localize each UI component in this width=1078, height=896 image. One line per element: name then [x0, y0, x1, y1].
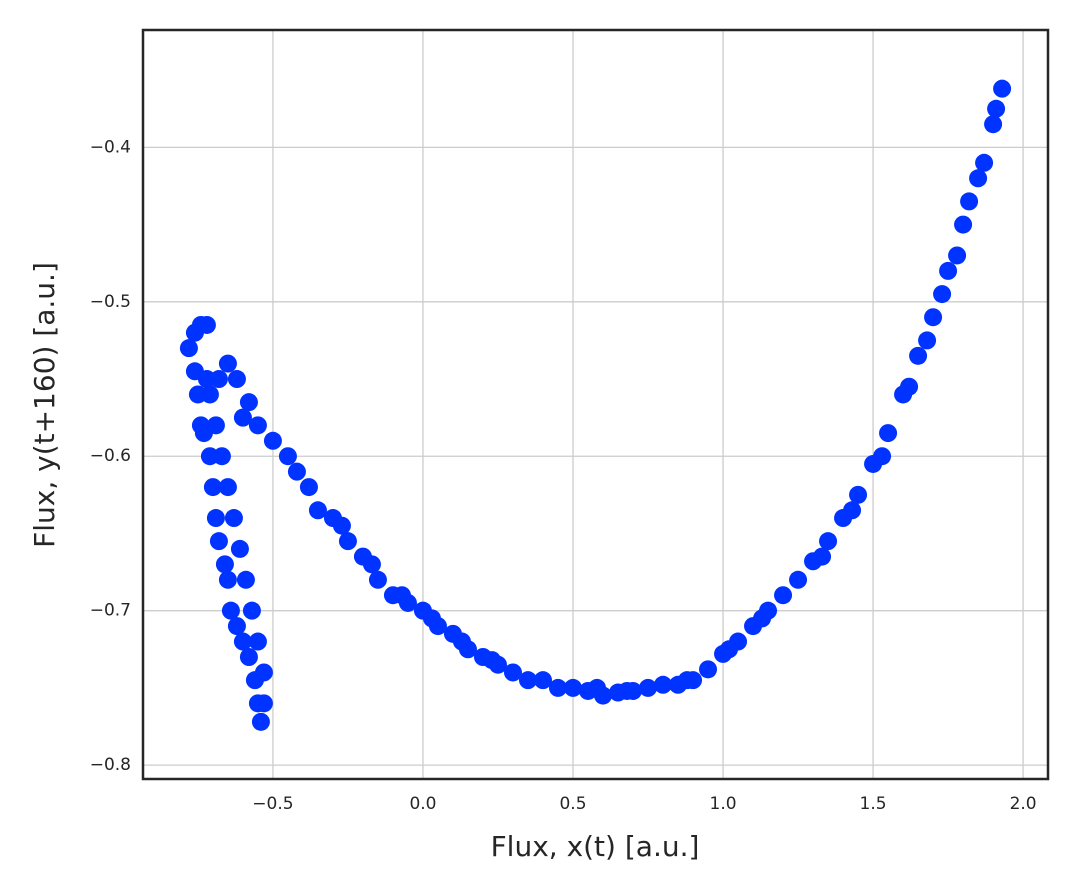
point [699, 660, 718, 679]
point [819, 532, 838, 551]
y-tick-label: −0.7 [90, 601, 131, 621]
point [639, 678, 658, 697]
point [759, 601, 778, 620]
point [398, 593, 417, 612]
point [975, 153, 994, 172]
y-tick-label: −0.4 [90, 137, 131, 157]
point [984, 115, 1003, 134]
point [849, 485, 868, 504]
point [873, 447, 892, 466]
point [503, 663, 522, 682]
point [209, 532, 228, 551]
point [227, 370, 246, 389]
x-tick-label: −0.5 [252, 794, 293, 814]
point [488, 655, 507, 674]
point [179, 339, 198, 358]
x-tick-label: 1.0 [710, 794, 737, 814]
point [518, 671, 537, 690]
point [533, 671, 552, 690]
point [194, 424, 213, 443]
point [548, 678, 567, 697]
x-tick-label: 0.5 [559, 794, 586, 814]
point [218, 354, 237, 373]
point [215, 555, 234, 574]
y-tick-label: −0.6 [90, 446, 131, 466]
point [212, 447, 231, 466]
point [924, 308, 943, 327]
point [230, 539, 249, 558]
point [254, 663, 273, 682]
point [242, 601, 261, 620]
point [960, 192, 979, 211]
point [227, 617, 246, 636]
point [218, 478, 237, 497]
point [879, 424, 898, 443]
point [263, 431, 282, 450]
point [209, 370, 228, 389]
point [939, 261, 958, 280]
x-tick-label: 2.0 [1010, 794, 1037, 814]
point [239, 393, 258, 412]
point [563, 678, 582, 697]
point [338, 532, 357, 551]
point [233, 408, 252, 427]
y-tick-label: −0.8 [90, 755, 131, 775]
point [203, 478, 222, 497]
plot-frame [141, 28, 1050, 781]
x-tick-label: 1.5 [860, 794, 887, 814]
point [969, 169, 988, 188]
point [233, 632, 252, 651]
point [458, 640, 477, 659]
point [251, 712, 270, 731]
point [729, 632, 748, 651]
point [224, 509, 243, 528]
point [900, 377, 919, 396]
point [248, 632, 267, 651]
point [236, 570, 255, 589]
point [332, 516, 351, 535]
point [813, 547, 832, 566]
point [684, 671, 703, 690]
point [933, 285, 952, 304]
point [594, 686, 613, 705]
point [918, 331, 937, 350]
point [993, 79, 1012, 98]
point [368, 570, 387, 589]
point [278, 447, 297, 466]
x-tick-label: 0.0 [409, 794, 436, 814]
point [954, 215, 973, 234]
point [789, 570, 808, 589]
point [206, 509, 225, 528]
point [200, 385, 219, 404]
point [948, 246, 967, 265]
point [909, 346, 928, 365]
point [218, 570, 237, 589]
point [287, 462, 306, 481]
point [197, 315, 216, 334]
point [624, 681, 643, 700]
y-axis-label: Flux, y(t+160) [a.u.] [28, 262, 61, 548]
point [362, 555, 381, 574]
point [987, 99, 1006, 118]
point [654, 675, 673, 694]
point [299, 478, 318, 497]
point [774, 586, 793, 605]
point [428, 617, 447, 636]
point [248, 416, 267, 435]
y-tick-label: −0.5 [90, 292, 131, 312]
x-axis-label: Flux, x(t) [a.u.] [491, 830, 700, 863]
point [254, 694, 273, 713]
point [239, 647, 258, 666]
point [221, 601, 240, 620]
point [843, 501, 862, 520]
point [308, 501, 327, 520]
